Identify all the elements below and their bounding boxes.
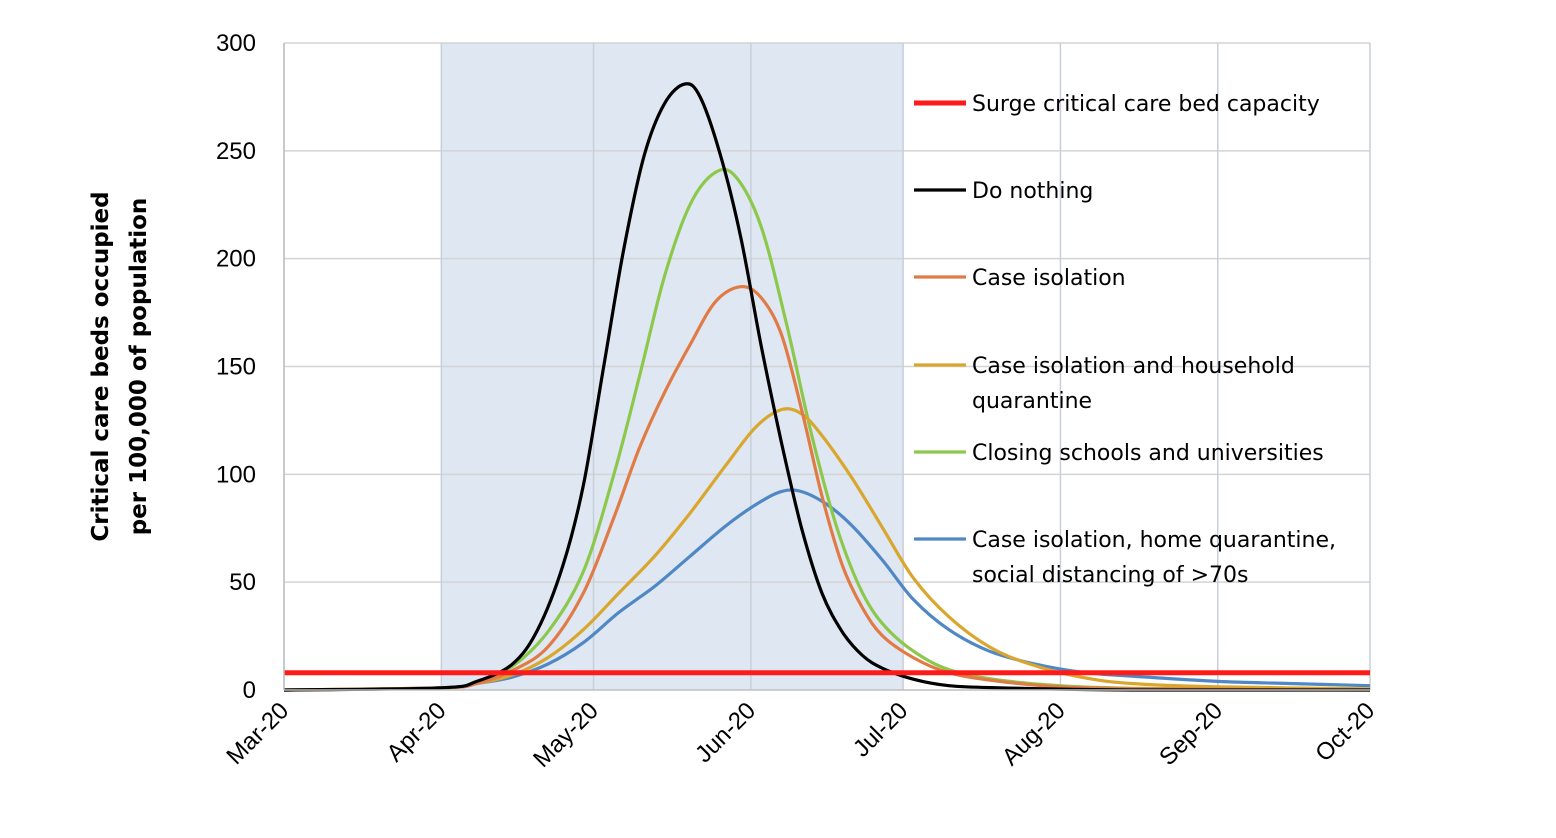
legend-label-3: Case isolation and household [972,354,1295,379]
legend-label-1: Do nothing [972,179,1093,204]
legend-label-2: Case isolation [972,266,1126,291]
y-tick-label: 150 [216,354,256,381]
x-tick-label: Oct-20 [1310,697,1380,767]
x-tick-label: Apr-20 [382,697,452,767]
x-tick-label: Mar-20 [221,697,294,770]
x-tick-label: Jun-20 [690,697,761,768]
y-axis-title-line: per 100,000 of population [126,198,152,536]
x-tick-label: May-20 [528,697,604,773]
series-line-1 [283,82,1370,692]
y-tick-label: 300 [216,30,256,57]
legend-label-3: quarantine [972,389,1092,414]
y-tick-label: 100 [216,461,256,488]
legend-label-5: Case isolation, home quarantine, [972,528,1336,553]
legend-label-5: social distancing of >70s [972,563,1249,588]
series-line-2 [283,285,1371,692]
y-tick-label: 250 [216,138,256,165]
x-tick-label: Jul-20 [848,697,913,762]
y-tick-label: 0 [243,677,256,704]
legend-label-4: Closing schools and universities [972,441,1324,466]
x-tick-label: Sep-20 [1154,697,1228,771]
y-axis-title-line: Critical care beds occupied [88,191,114,541]
x-tick-label: Aug-20 [997,697,1071,771]
y-tick-label: 50 [229,569,256,596]
legend-label-0: Surge critical care bed capacity [972,92,1320,117]
y-tick-label: 200 [216,246,256,273]
